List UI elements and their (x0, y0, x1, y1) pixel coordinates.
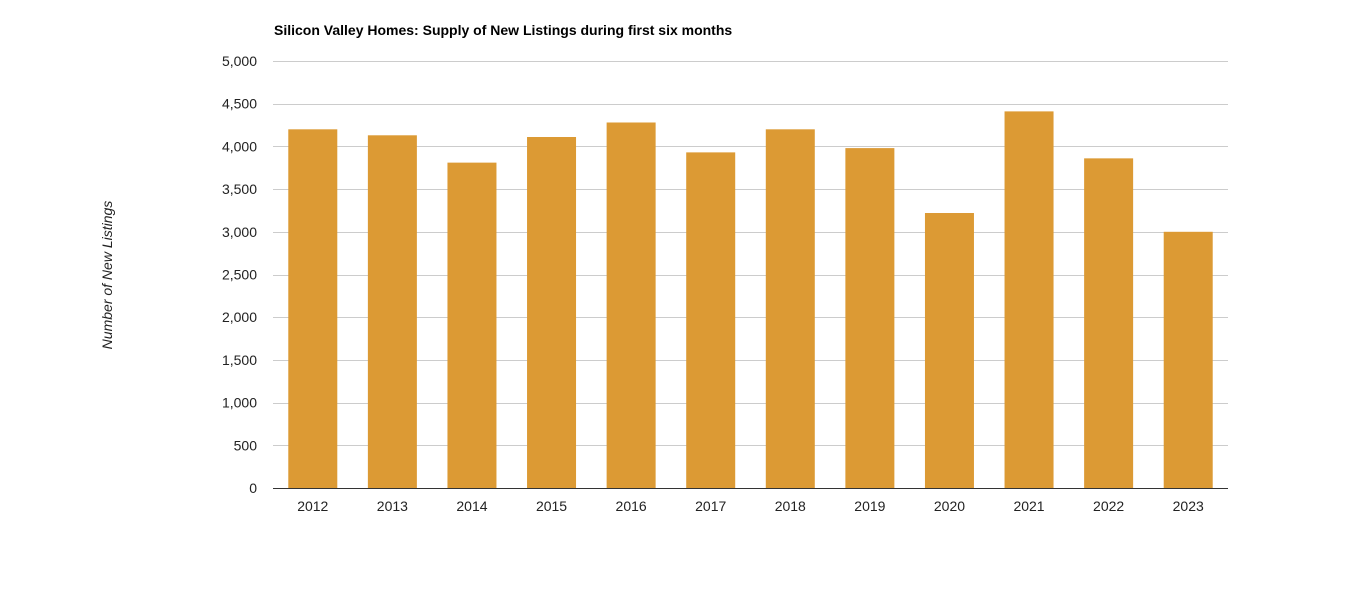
bar-2018 (765, 129, 815, 488)
chart-title: Silicon Valley Homes: Supply of New List… (274, 22, 732, 38)
y-tick-label: 2,500 (222, 267, 257, 283)
x-tick-label: 2018 (775, 498, 806, 514)
x-tick-label: 2014 (456, 498, 487, 514)
x-tick-label: 2021 (1013, 498, 1044, 514)
bar-group (288, 111, 1213, 489)
gridlines (273, 61, 1228, 446)
bar-2022 (1084, 158, 1134, 488)
y-tick-label: 4,500 (222, 96, 257, 112)
y-tick-label: 500 (234, 437, 258, 453)
y-tick-label: 1,500 (222, 352, 257, 368)
y-tick-label: 3,500 (222, 181, 257, 197)
x-tick-label: 2022 (1093, 498, 1124, 514)
bar-2019 (845, 148, 895, 488)
bar-2013 (367, 135, 417, 488)
y-tick-label: 1,000 (222, 395, 257, 411)
bar-2023 (1163, 231, 1213, 489)
x-tick-label: 2020 (934, 498, 965, 514)
x-tick-label: 2019 (854, 498, 885, 514)
y-axis-title: Number of New Listings (99, 201, 115, 350)
y-tick-label: 3,000 (222, 224, 257, 240)
y-tick-label: 4,000 (222, 138, 257, 154)
bar-2017 (686, 152, 736, 489)
x-tick-label: 2017 (695, 498, 726, 514)
x-tick-label: 2016 (616, 498, 647, 514)
bar-2016 (606, 122, 656, 488)
y-tick-label: 5,000 (222, 53, 257, 69)
x-tick-label: 2023 (1173, 498, 1204, 514)
bar-2012 (288, 129, 338, 488)
y-tick-label: 0 (249, 480, 257, 496)
axes: 0 500 1,000 1,500 2,000 2,500 3,000 3,500 4,000 4… (222, 53, 1228, 514)
bar-2021 (1004, 111, 1054, 489)
x-tick-label: 2015 (536, 498, 567, 514)
y-tick-label: 2,000 (222, 309, 257, 325)
bar-2014 (447, 162, 497, 488)
x-tick-label: 2012 (297, 498, 328, 514)
bar-2015 (527, 137, 577, 489)
x-tick-label: 2013 (377, 498, 408, 514)
bar-2020 (924, 213, 974, 488)
